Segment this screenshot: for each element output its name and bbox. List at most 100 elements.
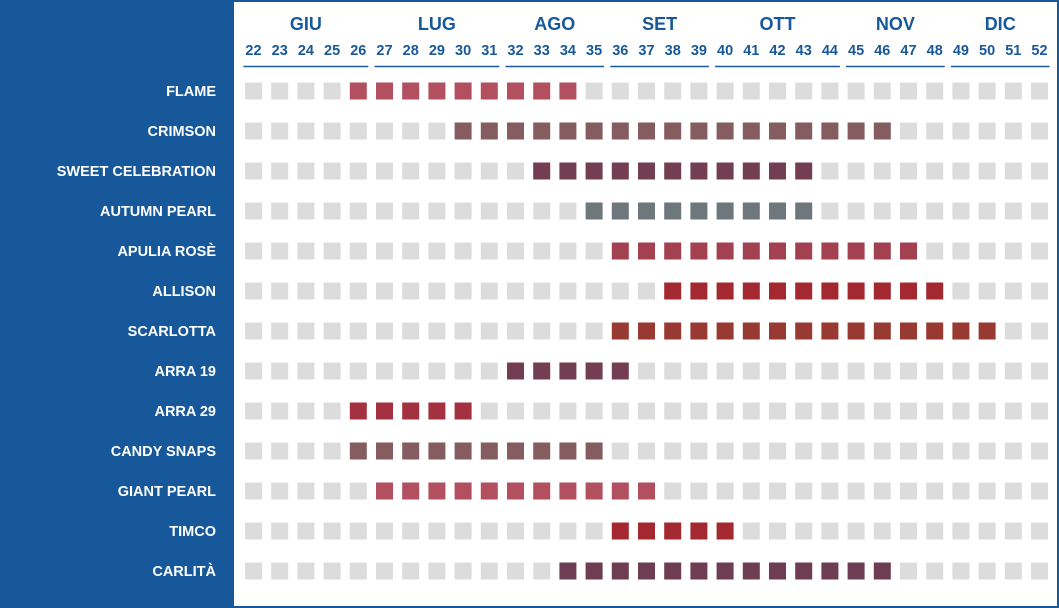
- harvest-cell-empty: [1004, 82, 1022, 100]
- month-label: GIU: [290, 14, 322, 34]
- harvest-cell-empty: [585, 242, 603, 260]
- harvest-cell-empty: [978, 162, 996, 180]
- harvest-cell-active: [716, 242, 734, 260]
- harvest-cell-empty: [245, 442, 262, 460]
- harvest-cell-empty: [1031, 242, 1048, 260]
- harvest-cell-empty: [664, 482, 682, 500]
- harvest-cell-active: [769, 162, 786, 180]
- harvest-cell-empty: [245, 82, 262, 100]
- harvest-cell-active: [742, 242, 760, 260]
- harvest-cell-active: [559, 442, 577, 460]
- harvest-cell-active: [873, 322, 891, 340]
- harvest-cell-active: [716, 522, 734, 540]
- week-label: 47: [900, 43, 916, 59]
- harvest-cell-active: [454, 122, 472, 140]
- harvest-cell-empty: [847, 362, 865, 380]
- harvest-cell-empty: [821, 162, 839, 180]
- harvest-cell-active: [742, 562, 760, 580]
- harvest-cell-empty: [271, 442, 289, 460]
- harvest-cell-active: [533, 82, 551, 100]
- harvest-cell-active: [716, 202, 734, 220]
- harvest-cell-active: [664, 162, 682, 180]
- harvest-cell-empty: [585, 402, 603, 420]
- harvest-cell-active: [480, 442, 498, 460]
- harvest-cell-active: [690, 282, 708, 300]
- harvest-cell-empty: [611, 442, 629, 460]
- harvest-cell-empty: [376, 122, 393, 140]
- harvest-cell-empty: [795, 82, 813, 100]
- harvest-cell-active: [507, 122, 524, 140]
- harvest-cell-empty: [323, 522, 341, 540]
- harvest-cell-empty: [847, 402, 865, 420]
- harvest-cell-active: [533, 162, 551, 180]
- harvest-cell-active: [742, 322, 760, 340]
- harvest-cell-empty: [245, 562, 262, 580]
- harvest-cell-active: [611, 522, 629, 540]
- harvest-cell-empty: [271, 162, 289, 180]
- harvest-cell-empty: [952, 442, 970, 460]
- harvest-cell-empty: [847, 522, 865, 540]
- harvest-cell-empty: [978, 482, 996, 500]
- week-label: 45: [848, 43, 864, 59]
- harvest-cell-empty: [585, 322, 603, 340]
- week-label: 36: [612, 43, 628, 59]
- harvest-cell-empty: [638, 442, 655, 460]
- week-label: 23: [272, 43, 288, 59]
- harvest-cell-empty: [638, 282, 655, 300]
- harvest-cell-empty: [349, 202, 367, 220]
- harvest-cell-empty: [454, 522, 472, 540]
- harvest-cell-empty: [742, 482, 760, 500]
- harvest-cell-active: [349, 82, 367, 100]
- harvest-cell-active: [638, 122, 655, 140]
- harvest-cell-empty: [795, 442, 813, 460]
- harvest-cell-active: [611, 242, 629, 260]
- harvest-cell-empty: [454, 162, 472, 180]
- harvest-cell-empty: [952, 202, 970, 220]
- week-label: 27: [376, 43, 392, 59]
- harvest-cell-active: [847, 322, 865, 340]
- harvest-cell-empty: [1004, 562, 1022, 580]
- harvest-cell-active: [638, 162, 655, 180]
- week-label: 52: [1031, 43, 1047, 59]
- harvest-cell-empty: [900, 522, 917, 540]
- harvest-cell-active: [795, 242, 813, 260]
- week-label: 39: [691, 43, 707, 59]
- harvest-cell-empty: [873, 162, 891, 180]
- harvest-cell-empty: [376, 522, 393, 540]
- harvest-cell-empty: [900, 482, 917, 500]
- harvest-cell-active: [376, 482, 393, 500]
- harvest-cell-empty: [454, 322, 472, 340]
- harvest-cell-empty: [769, 442, 786, 460]
- harvest-cell-empty: [742, 82, 760, 100]
- harvest-cell-empty: [533, 322, 551, 340]
- harvest-cell-active: [795, 162, 813, 180]
- variety-label: GIANT PEARL: [118, 484, 216, 500]
- harvest-cell-empty: [1004, 402, 1022, 420]
- harvest-cell-active: [638, 322, 655, 340]
- harvest-cell-empty: [690, 362, 708, 380]
- harvest-cell-empty: [271, 362, 289, 380]
- harvest-cell-active: [926, 322, 944, 340]
- harvest-cell-empty: [454, 282, 472, 300]
- harvest-cell-active: [664, 202, 682, 220]
- harvest-cell-empty: [1004, 522, 1022, 540]
- harvest-cell-empty: [873, 482, 891, 500]
- harvest-cell-active: [769, 242, 786, 260]
- harvest-cell-active: [559, 162, 577, 180]
- harvest-cell-empty: [323, 322, 341, 340]
- harvest-cell-empty: [716, 362, 734, 380]
- variety-label: APULIA ROSÈ: [117, 243, 216, 260]
- harvest-cell-active: [690, 522, 708, 540]
- harvest-cell-empty: [978, 282, 996, 300]
- harvest-cell-empty: [402, 282, 420, 300]
- harvest-cell-empty: [507, 242, 524, 260]
- harvest-cell-active: [507, 82, 524, 100]
- week-label: 43: [796, 43, 812, 59]
- harvest-cell-empty: [821, 482, 839, 500]
- harvest-cell-empty: [480, 522, 498, 540]
- harvest-cell-empty: [926, 242, 944, 260]
- harvest-cell-empty: [480, 282, 498, 300]
- harvest-cell-empty: [795, 402, 813, 420]
- harvest-cell-empty: [664, 82, 682, 100]
- harvest-cell-empty: [271, 482, 289, 500]
